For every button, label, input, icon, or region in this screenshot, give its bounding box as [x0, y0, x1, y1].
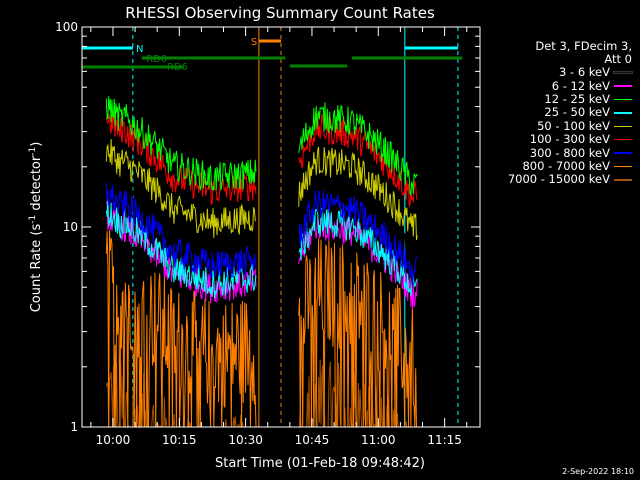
legend-entry-label: 12 - 25 keV	[544, 91, 610, 106]
series-line-7	[105, 230, 257, 428]
series-line-2	[298, 102, 418, 197]
y-tick-label: 100	[55, 20, 78, 34]
y-tick-label: 1	[70, 420, 78, 434]
legend-entry-label: 800 - 7000 keV	[522, 158, 610, 173]
series-line-6	[298, 189, 418, 286]
legend-swatch	[614, 152, 632, 154]
legend-entry-label: 6 - 12 keV	[551, 78, 610, 93]
timestamp: 2-Sep-2022 18:10	[562, 467, 634, 476]
saa-flag-label: S	[251, 37, 257, 48]
rd0-flag-label: RD0	[146, 54, 167, 65]
x-axis-label: Start Time (01-Feb-18 09:48:42)	[215, 456, 425, 471]
legend-entry: 300 - 800 keV	[486, 146, 632, 159]
legend-swatch	[614, 98, 632, 101]
legend-entry-label: 3 - 6 keV	[559, 65, 610, 80]
x-tick-label: 10:45	[295, 433, 330, 447]
series-line-0	[298, 173, 418, 271]
legend-swatch	[614, 138, 632, 141]
series-line-5	[298, 113, 418, 207]
legend-header-line2: Att 0	[604, 52, 632, 66]
series-line-6	[105, 182, 257, 279]
legend-swatch	[613, 71, 633, 75]
x-tick-label: 11:15	[427, 433, 462, 447]
legend-entry: 7000 - 15000 keV	[486, 173, 632, 186]
legend: Det 3, FDecim 3, Att 0 3 - 6 keV 6 - 12 k…	[486, 39, 633, 187]
x-tick-label: 11:00	[361, 433, 396, 447]
series-line-3	[298, 208, 418, 297]
x-tick-label: 10:30	[228, 433, 263, 447]
legend-entry: 50 - 100 keV	[486, 118, 632, 133]
series-line-2	[105, 96, 257, 192]
series-line-8	[298, 359, 418, 428]
legend-swatch	[614, 179, 632, 181]
legend-swatch	[614, 165, 632, 168]
legend-entry: 800 - 7000 keV	[486, 158, 632, 173]
legend-entry-label: 300 - 800 keV	[529, 145, 610, 160]
series-line-1	[105, 201, 257, 304]
legend-entry: 12 - 25 keV	[486, 91, 632, 106]
y-tick-label: 10	[63, 220, 78, 234]
x-tick-label: 10:00	[96, 433, 131, 447]
series-line-4	[105, 138, 257, 238]
legend-entry-label: 25 - 50 keV	[544, 105, 610, 120]
legend-entry-label: 100 - 300 keV	[529, 132, 610, 147]
legend-entry: 100 - 300 keV	[486, 133, 632, 146]
legend-entry: 6 - 12 keV	[486, 79, 632, 92]
legend-swatch	[614, 125, 632, 127]
axes-layer: 1 10 100 10:00 10:15 10:30 10:45 11:00 11:15	[55, 20, 480, 447]
night-flag-label: N	[136, 44, 143, 55]
legend-entry-label: 7000 - 15000 keV	[507, 172, 610, 187]
chart-title: RHESSI Observing Summary Count Rates	[125, 4, 435, 22]
legend-header-line1: Det 3, FDecim 3,	[535, 39, 632, 53]
x-tick-label: 10:15	[162, 433, 197, 447]
series-line-7	[298, 238, 418, 428]
legend-swatch	[614, 85, 632, 87]
legend-swatch	[614, 112, 632, 114]
rd6-flag-label: RD6	[167, 62, 188, 73]
series-line-4	[298, 146, 418, 241]
legend-entry-label: 50 - 100 keV	[537, 118, 610, 133]
legend-entry: 3 - 6 keV	[486, 65, 633, 80]
y-axis-label: Count Rate (s-1 detector-1)	[28, 142, 44, 313]
legend-entry: 25 - 50 keV	[486, 106, 632, 119]
